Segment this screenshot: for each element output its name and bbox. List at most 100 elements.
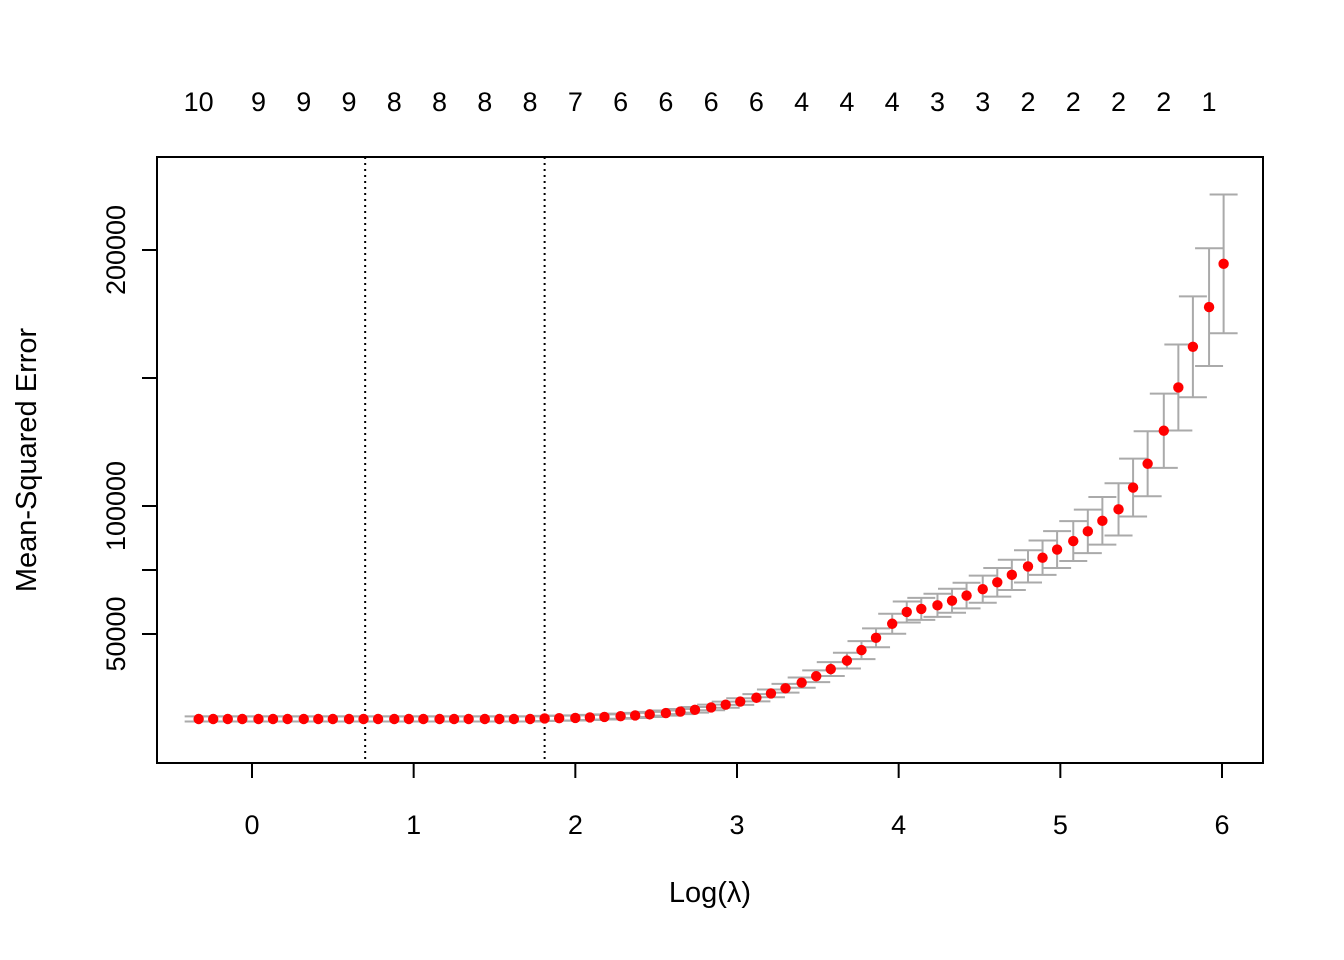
data-point (1218, 258, 1229, 270)
data-point (570, 712, 581, 724)
top-axis-label: 9 (296, 87, 311, 117)
x-tick-label: 2 (568, 810, 583, 840)
data-point (901, 606, 912, 618)
data-point (358, 713, 369, 725)
data-point (841, 655, 853, 666)
data-point (870, 632, 882, 644)
top-axis-label: 8 (387, 87, 402, 117)
data-point (1127, 482, 1139, 493)
data-point (434, 713, 445, 725)
data-point (222, 713, 233, 725)
data-point (539, 713, 550, 724)
plot-frame (156, 156, 1264, 764)
data-point (1006, 569, 1018, 581)
data-point (418, 713, 429, 725)
data-point (675, 706, 686, 717)
y-axis-label: Mean-Squared Error (11, 327, 43, 592)
data-point (389, 713, 400, 725)
data-point (765, 688, 777, 699)
data-point (735, 696, 746, 707)
data-point (660, 707, 672, 719)
top-axis-label: 8 (477, 87, 492, 117)
data-point (494, 713, 505, 725)
data-point (282, 713, 293, 725)
data-point (887, 618, 898, 629)
y-tick-label: 200000 (101, 205, 131, 295)
x-tick-label: 1 (406, 810, 421, 840)
data-point (961, 590, 972, 601)
data-point (1037, 552, 1048, 563)
top-axis-label: 4 (885, 87, 900, 117)
data-point (644, 709, 655, 720)
data-point (796, 677, 807, 688)
data-point (629, 710, 641, 721)
lambda-reference-lines (364, 157, 546, 763)
data-point (313, 713, 324, 725)
y-axis: 50000 100000 200000 (101, 205, 158, 672)
top-axis-label: 6 (658, 87, 673, 117)
top-axis-label: 2 (1066, 87, 1081, 117)
data-point (298, 713, 309, 725)
data-point (856, 644, 867, 656)
data-point (448, 713, 460, 725)
data-point (1022, 561, 1034, 572)
data-point (524, 713, 536, 725)
top-axis-label: 6 (704, 87, 719, 117)
top-axis-label: 10 (184, 87, 214, 117)
top-axis-label: 9 (341, 87, 356, 117)
data-point (1113, 504, 1124, 515)
data-point (780, 683, 791, 694)
data-point (372, 713, 384, 725)
data-point (1173, 382, 1184, 393)
data-point (1203, 301, 1215, 313)
data-point (237, 713, 248, 725)
data-point (1158, 425, 1170, 436)
mse-points (193, 258, 1229, 725)
data-point (751, 692, 762, 703)
data-point (992, 577, 1003, 588)
data-point (479, 713, 490, 725)
data-point (253, 713, 264, 725)
top-axis-label: 9 (251, 87, 266, 117)
top-axis-label: 2 (1020, 87, 1035, 117)
data-point (1097, 515, 1108, 527)
top-axis-label: 2 (1111, 87, 1126, 117)
data-point (553, 713, 565, 724)
data-point (1082, 526, 1094, 537)
top-axis-label: 1 (1202, 87, 1217, 117)
top-axis-label: 4 (794, 87, 809, 117)
data-point (584, 712, 596, 723)
top-axis-label: 6 (749, 87, 764, 117)
data-point (689, 704, 701, 715)
x-tick-label: 4 (891, 810, 906, 840)
top-axis-label: 3 (975, 87, 990, 117)
data-point (327, 713, 339, 725)
x-tick-label: 0 (244, 810, 259, 840)
y-tick-label: 100000 (101, 461, 131, 551)
x-tick-label: 6 (1214, 810, 1229, 840)
x-axis-label: Log(λ) (669, 877, 751, 909)
top-axis-label: 6 (613, 87, 628, 117)
data-point (916, 603, 927, 615)
data-point (977, 584, 988, 595)
data-point (720, 699, 731, 710)
data-point (508, 713, 520, 725)
y-tick-label: 50000 (101, 596, 131, 671)
error-bars (184, 193, 1238, 723)
data-point (599, 711, 610, 723)
x-tick-label: 3 (729, 810, 744, 840)
data-point (1068, 535, 1079, 547)
data-point (463, 713, 474, 725)
x-tick-label: 5 (1053, 810, 1068, 840)
data-point (811, 671, 822, 682)
x-axis: 0 1 2 3 4 5 6 (244, 762, 1230, 840)
data-point (403, 713, 415, 725)
top-axis-label: 8 (432, 87, 447, 117)
data-point (208, 713, 219, 725)
data-point (267, 713, 279, 725)
data-point (1051, 544, 1063, 555)
data-point (615, 710, 626, 722)
data-point (946, 595, 958, 606)
top-axis-label: 4 (839, 87, 854, 117)
